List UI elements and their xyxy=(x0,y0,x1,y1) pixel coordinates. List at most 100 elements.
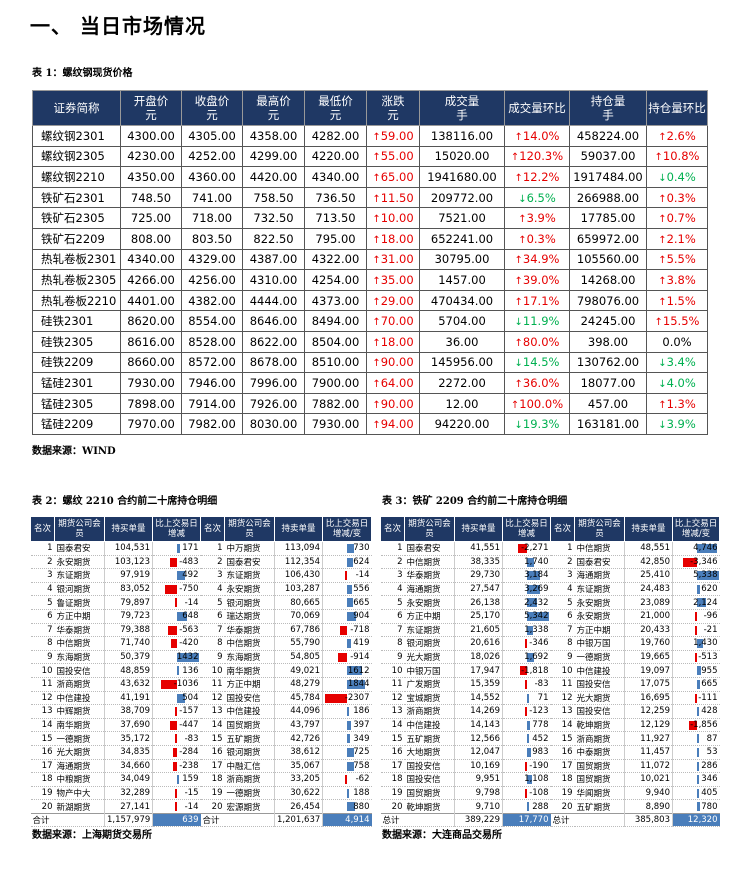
volume: 652241.00 xyxy=(419,227,505,250)
change-cell: -14 xyxy=(322,568,372,583)
price-change: ↑18.00 xyxy=(366,330,420,353)
arrow-up-icon: ↑ xyxy=(372,275,381,287)
member-name: 海通期货 xyxy=(54,759,105,774)
table-row: 13 中辉期货 38,709 -157 13 中信建投 44,096 186 xyxy=(30,704,372,719)
table-row: 1 国泰君安 41,551 -2,271 1 中信期货 48,551 4,746 xyxy=(380,541,720,556)
short-volume: 23,089 xyxy=(624,595,673,610)
change-cell: 186 xyxy=(322,704,372,719)
rank: 7 xyxy=(550,623,575,638)
change-value: 665 xyxy=(701,679,718,690)
change-value: -718 xyxy=(350,624,370,635)
rank: 4 xyxy=(380,582,405,597)
member-name: 海通期货 xyxy=(404,582,455,597)
change-cell: 1612 xyxy=(322,663,372,678)
table-row: 4 银河期货 83,052 -750 4 永安期货 103,287 556 xyxy=(30,582,372,597)
arrow-up-icon: ↑ xyxy=(658,214,667,226)
change-value: -108 xyxy=(529,787,549,798)
decrease-bar xyxy=(525,761,527,771)
price-close: 718.00 xyxy=(181,207,243,229)
rank: 2 xyxy=(200,555,225,570)
change-value: 288 xyxy=(532,801,549,812)
member-name: 国投安信 xyxy=(574,677,625,692)
arrow-up-icon: ↑ xyxy=(658,234,667,246)
short-volume: 19,665 xyxy=(624,650,673,665)
volume: 2272.00 xyxy=(419,372,505,394)
decrease-bar xyxy=(175,598,177,608)
short-volume: 9,940 xyxy=(624,786,673,801)
member-name: 中信期货 xyxy=(224,636,275,651)
oi-change-value: 1.3% xyxy=(666,396,696,411)
rank: 11 xyxy=(30,677,55,692)
short-volume: 8,890 xyxy=(624,799,673,814)
oi-change: 0.0% xyxy=(646,330,708,353)
arrow-down-icon: ↓ xyxy=(514,358,523,370)
table1-caption: 表 1：螺纹钢现货价格 xyxy=(32,68,133,79)
price-low: 4322.00 xyxy=(304,248,367,271)
change-cell: -83 xyxy=(152,731,201,746)
short-volume: 49,021 xyxy=(274,663,323,678)
increase-bar xyxy=(347,720,351,730)
total-row: 合计 1,157,979 639 合计 1,201,637 4,914 xyxy=(30,812,372,828)
increase-bar xyxy=(347,666,362,676)
section-title: 一、 当日市场情况 xyxy=(30,14,206,38)
table2-header-cell: 比上交易日增减 xyxy=(152,516,201,542)
change-cell: -14 xyxy=(152,595,201,610)
short-volume: 106,430 xyxy=(274,568,323,583)
table-row: 硅铁2301 8620.00 8554.00 8646.00 8494.00 ↑70.00… xyxy=(32,310,708,332)
change-value: 428 xyxy=(701,706,718,717)
change-cell: 880 xyxy=(322,799,372,814)
table3-header-cell: 名次 xyxy=(380,516,405,542)
arrow-up-icon: ↑ xyxy=(372,152,381,164)
price-open: 748.50 xyxy=(120,186,182,209)
price-open: 8616.00 xyxy=(120,330,182,353)
arrow-up-icon: ↑ xyxy=(372,399,381,411)
oi-change-value: 3.8% xyxy=(666,272,696,287)
change-cell: -483 xyxy=(152,555,201,570)
table-row: 螺纹钢2301 4300.00 4305.00 4358.00 4282.00 ↑59.0… xyxy=(32,125,708,147)
contract-name: 硅铁2209 xyxy=(32,351,121,374)
increase-bar xyxy=(527,734,529,744)
change-cell: -750 xyxy=(152,582,201,597)
price-change: ↑31.00 xyxy=(366,248,420,271)
long-volume: 14,269 xyxy=(454,704,503,719)
rank: 10 xyxy=(550,663,575,678)
price-close: 8554.00 xyxy=(181,310,243,332)
rank: 6 xyxy=(550,609,575,624)
table-row: 热轧卷板2210 4401.00 4382.00 4444.00 4373.00 ↑29.… xyxy=(32,289,708,312)
table-row: 8 银河期货 20,616 -346 8 中银万国 19,760 1,430 xyxy=(380,636,720,651)
arrow-up-icon: ↑ xyxy=(514,131,523,143)
change-value: 556 xyxy=(353,584,370,595)
short-volume: 25,410 xyxy=(624,568,673,583)
price-low: 4373.00 xyxy=(304,289,367,312)
change-cell: 405 xyxy=(672,786,720,801)
table-row: 硅铁2209 8660.00 8572.00 8678.00 8510.00 ↑90.00… xyxy=(32,351,708,374)
open-interest: 59037.00 xyxy=(569,145,647,168)
arrow-up-icon: ↑ xyxy=(372,378,381,390)
increase-bar xyxy=(177,693,185,703)
change-value: -62 xyxy=(355,774,370,785)
change-cell: -190 xyxy=(502,759,551,774)
short-volume: 19,097 xyxy=(624,663,673,678)
arrow-up-icon: ↑ xyxy=(372,131,381,143)
rank: 13 xyxy=(550,704,575,719)
change-cell: 346 xyxy=(672,772,720,787)
change-value: -96 xyxy=(703,611,718,622)
long-volume: 27,547 xyxy=(454,582,503,597)
change-value: 1,692 xyxy=(524,652,549,663)
volume: 36.00 xyxy=(419,330,505,353)
decrease-bar xyxy=(518,544,527,553)
change-cell: 665 xyxy=(672,677,720,692)
table-row: 19 国贸期货 9,798 -108 19 华闻期货 9,940 405 xyxy=(380,786,720,801)
long-volume: 15,359 xyxy=(454,677,503,692)
increase-bar xyxy=(527,625,533,635)
member-name: 新湖期货 xyxy=(54,799,105,814)
table3-header-cell: 期货公司会员 xyxy=(404,516,455,542)
table3-header-cell: 持卖单量 xyxy=(624,516,673,542)
increase-bar xyxy=(347,802,355,812)
increase-bar xyxy=(527,747,531,757)
member-name: 浙商期货 xyxy=(54,677,105,692)
contract-name: 硅铁2301 xyxy=(32,310,121,332)
arrow-up-icon: ↑ xyxy=(658,296,667,308)
long-volume: 41,191 xyxy=(104,691,153,706)
decrease-bar xyxy=(338,652,347,662)
